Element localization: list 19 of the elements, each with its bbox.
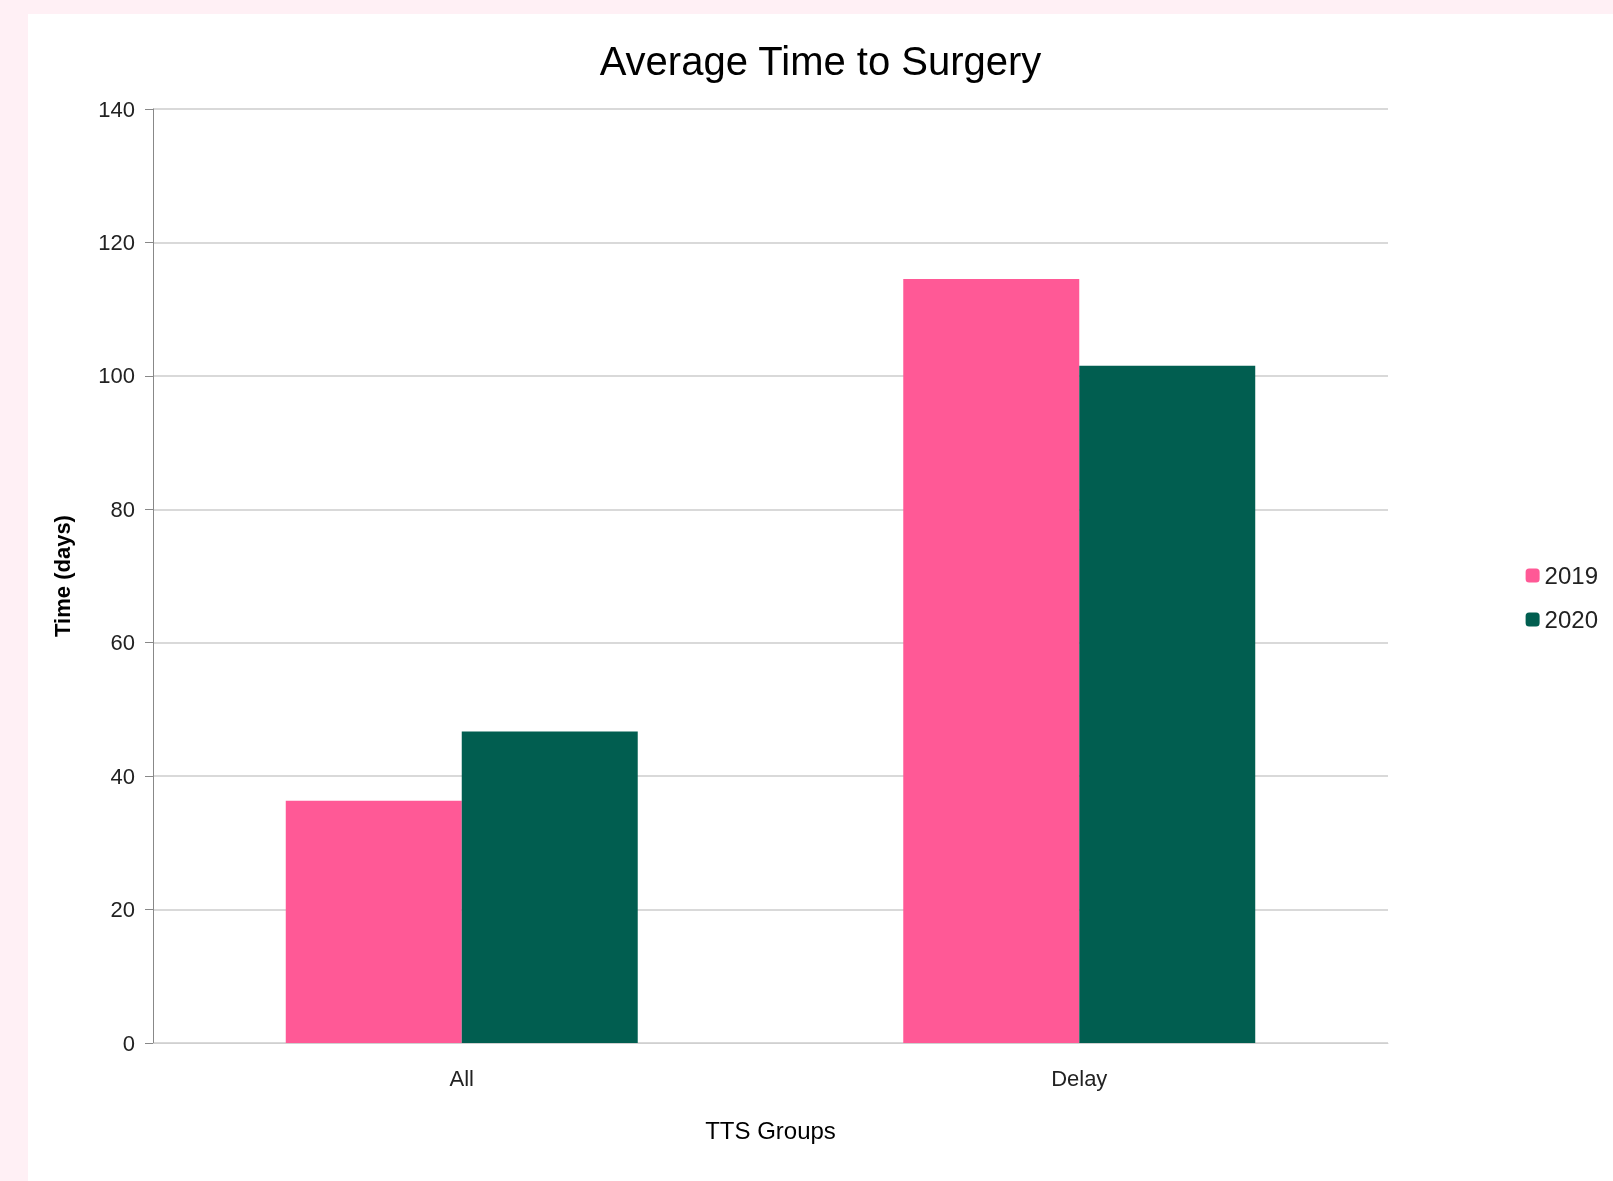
bar xyxy=(1079,365,1256,1043)
y-axis-title: Time (days) xyxy=(49,515,75,637)
x-tick-label: All xyxy=(449,1065,474,1091)
y-tick-label: 60 xyxy=(110,630,135,656)
y-tick-label: 0 xyxy=(122,1030,135,1056)
y-tick-label: 140 xyxy=(98,96,135,122)
y-tick-label: 100 xyxy=(98,363,135,389)
bar xyxy=(461,731,638,1043)
legend-label: 2019 xyxy=(1544,562,1598,589)
legend-label: 2020 xyxy=(1544,606,1598,633)
y-tick-label: 80 xyxy=(110,496,135,522)
y-tick-label: 20 xyxy=(110,897,135,923)
y-tick-label: 40 xyxy=(110,763,135,789)
x-axis-title: TTS Groups xyxy=(705,1116,836,1144)
x-tick-label: Delay xyxy=(1051,1065,1108,1091)
chart-title: Average Time to Surgery xyxy=(599,39,1042,83)
bar xyxy=(903,279,1080,1043)
y-tick-label: 120 xyxy=(98,229,135,255)
bar xyxy=(285,800,462,1043)
